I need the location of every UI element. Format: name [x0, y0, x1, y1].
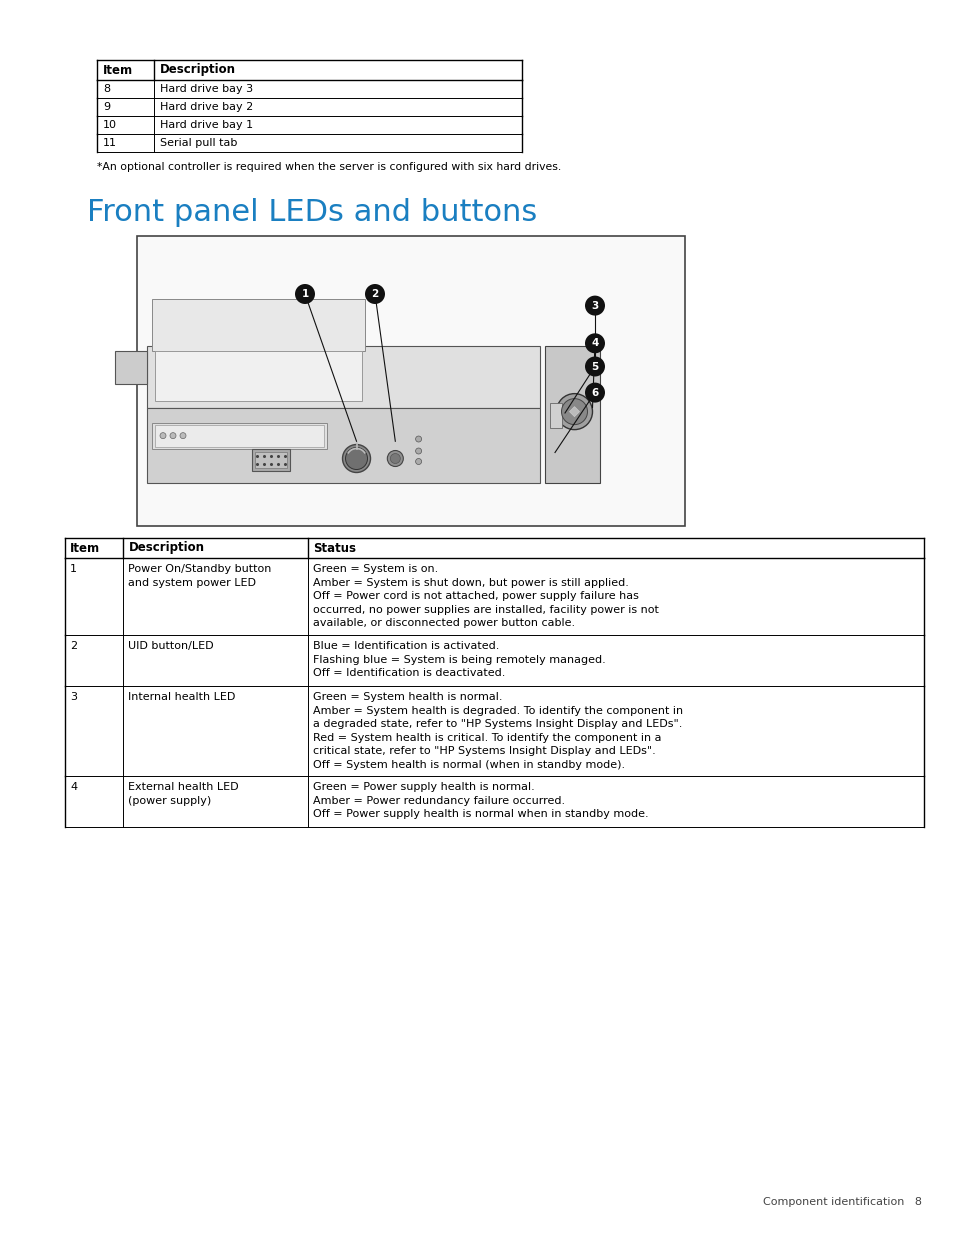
Circle shape	[584, 383, 604, 403]
Text: Status: Status	[313, 541, 355, 555]
Bar	[154, 351, 362, 400]
Text: 3: 3	[591, 300, 598, 310]
Text: Item: Item	[103, 63, 133, 77]
Text: 9: 9	[103, 103, 110, 112]
Circle shape	[390, 453, 400, 463]
Bar	[147, 408, 539, 483]
Polygon shape	[569, 406, 578, 416]
Text: Front panel LEDs and buttons: Front panel LEDs and buttons	[87, 198, 537, 227]
Text: 1: 1	[301, 289, 309, 299]
Text: Hard drive bay 2: Hard drive bay 2	[160, 103, 253, 112]
Bar	[550, 403, 561, 429]
Circle shape	[170, 432, 175, 438]
Circle shape	[416, 458, 421, 464]
Text: Serial pull tab: Serial pull tab	[160, 138, 237, 148]
Text: 6: 6	[591, 388, 598, 398]
Text: 8: 8	[103, 84, 110, 94]
Circle shape	[584, 357, 604, 377]
Text: *An optional controller is required when the server is configured with six hard : *An optional controller is required when…	[97, 162, 560, 172]
Text: Green = System health is normal.
Amber = System health is degraded. To identify : Green = System health is normal. Amber =…	[313, 692, 682, 769]
Circle shape	[387, 451, 403, 467]
Circle shape	[365, 284, 385, 304]
Bar	[137, 236, 684, 526]
Bar	[97, 61, 521, 80]
Bar	[115, 351, 147, 384]
Text: Green = System is on.
Amber = System is shut down, but power is still applied.
O: Green = System is on. Amber = System is …	[313, 564, 659, 629]
Circle shape	[561, 399, 587, 425]
Text: Power On/Standby button
and system power LED: Power On/Standby button and system power…	[129, 564, 272, 588]
Text: 1: 1	[70, 564, 77, 574]
Text: Item: Item	[70, 541, 100, 555]
Text: Component identification   8: Component identification 8	[762, 1197, 921, 1207]
Text: Hard drive bay 3: Hard drive bay 3	[160, 84, 253, 94]
Circle shape	[556, 394, 592, 430]
Text: Description: Description	[129, 541, 204, 555]
Text: 2: 2	[70, 641, 77, 651]
Circle shape	[342, 445, 370, 473]
Text: Description: Description	[160, 63, 236, 77]
Circle shape	[584, 333, 604, 353]
Text: Blue = Identification is activated.
Flashing blue = System is being remotely man: Blue = Identification is activated. Flas…	[313, 641, 605, 678]
Text: 5: 5	[591, 362, 598, 372]
Text: External health LED
(power supply): External health LED (power supply)	[129, 782, 239, 805]
Text: UID button/LED: UID button/LED	[129, 641, 213, 651]
Circle shape	[160, 432, 166, 438]
Text: 10: 10	[103, 120, 117, 130]
Text: Green = Power supply health is normal.
Amber = Power redundancy failure occurred: Green = Power supply health is normal. A…	[313, 782, 648, 819]
Circle shape	[584, 295, 604, 316]
Text: Internal health LED: Internal health LED	[129, 692, 235, 701]
Text: Hard drive bay 1: Hard drive bay 1	[160, 120, 253, 130]
Circle shape	[416, 436, 421, 442]
Bar	[152, 299, 365, 351]
Text: 3: 3	[70, 692, 77, 701]
Circle shape	[345, 447, 367, 469]
Bar	[252, 450, 290, 471]
Text: 4: 4	[591, 338, 598, 348]
Text: 4: 4	[70, 782, 77, 792]
Bar	[254, 452, 287, 468]
Circle shape	[416, 448, 421, 454]
Bar	[147, 346, 539, 408]
Circle shape	[294, 284, 314, 304]
Text: 2: 2	[371, 289, 378, 299]
Bar	[152, 422, 326, 448]
Bar	[544, 346, 599, 483]
Text: 11: 11	[103, 138, 117, 148]
Circle shape	[180, 432, 186, 438]
Bar	[154, 425, 323, 447]
